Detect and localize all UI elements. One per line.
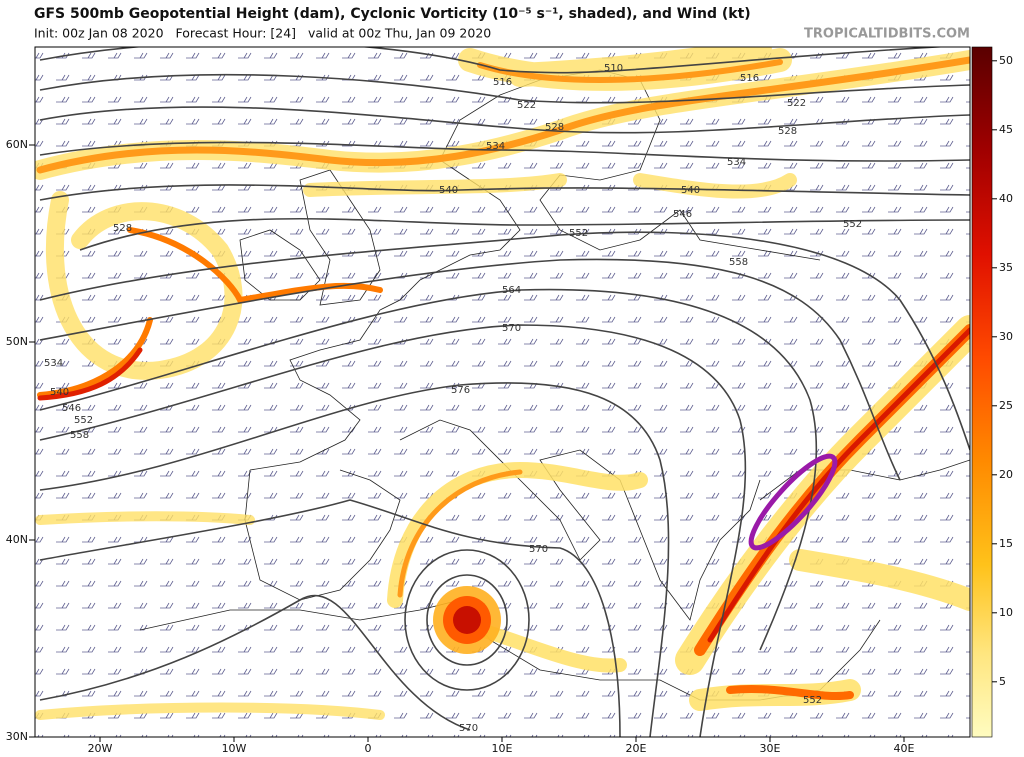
subtitle: Init: 00z Jan 08 2020 Forecast Hour: [24… bbox=[34, 26, 491, 41]
contour-label: 546 bbox=[673, 209, 692, 220]
lat-label: 30N bbox=[6, 730, 28, 743]
colorbar-tick-label: 25 bbox=[999, 399, 1013, 412]
colorbar-tick-label: 10 bbox=[999, 606, 1013, 619]
contour-label: 516 bbox=[740, 73, 759, 84]
colorbar bbox=[971, 46, 993, 738]
map-area: 510 516 516 522 522 528 528 534 534 540 … bbox=[35, 47, 970, 737]
contour-label: 552 bbox=[569, 228, 588, 239]
lon-label: 40E bbox=[894, 742, 915, 755]
contour-label: 534 bbox=[727, 157, 746, 168]
contour-label: 522 bbox=[787, 98, 806, 109]
contour-label: 534 bbox=[44, 358, 63, 369]
watermark: TROPICALTIDBITS.COM bbox=[804, 27, 970, 42]
lon-label: 20E bbox=[626, 742, 647, 755]
height-contours bbox=[39, 47, 970, 737]
wind-barbs bbox=[35, 47, 970, 737]
lon-label: 0 bbox=[365, 742, 372, 755]
colorbar-tick-label: 50 bbox=[999, 54, 1013, 67]
contour-label: 570 bbox=[529, 544, 548, 555]
lat-label: 40N bbox=[6, 533, 28, 546]
contour-label: 540 bbox=[50, 387, 69, 398]
lon-label: 10W bbox=[222, 742, 247, 755]
colorbar-tick-label: 15 bbox=[999, 537, 1013, 550]
contour-label: 570 bbox=[459, 723, 478, 734]
colorbar-tick-label: 45 bbox=[999, 123, 1013, 136]
lon-label: 20W bbox=[88, 742, 113, 755]
contour-label: 552 bbox=[74, 415, 93, 426]
lat-label: 60N bbox=[6, 138, 28, 151]
lon-label: 10E bbox=[492, 742, 513, 755]
contour-label: 546 bbox=[62, 403, 81, 414]
title: GFS 500mb Geopotential Height (dam), Cyc… bbox=[34, 6, 751, 22]
lat-label: 50N bbox=[6, 335, 28, 348]
contour-label: 534 bbox=[486, 141, 505, 152]
contour-label: 558 bbox=[70, 430, 89, 441]
colorbar-tick-label: 35 bbox=[999, 261, 1013, 274]
contour-label: 528 bbox=[113, 223, 132, 234]
contour-label: 528 bbox=[545, 122, 564, 133]
colorbar-tick-label: 5 bbox=[999, 675, 1006, 688]
contour-label: 510 bbox=[604, 63, 623, 74]
contour-label: 516 bbox=[493, 77, 512, 88]
contour-label: 552 bbox=[843, 219, 862, 230]
vorticity-shading bbox=[35, 47, 970, 720]
contour-label: 564 bbox=[502, 285, 521, 296]
colorbar-tick-label: 30 bbox=[999, 330, 1013, 343]
contour-label: 552 bbox=[803, 695, 822, 706]
contour-label: 522 bbox=[517, 100, 536, 111]
contour-label: 540 bbox=[681, 185, 700, 196]
contour-label: 570 bbox=[502, 323, 521, 334]
highlight-ellipse bbox=[748, 453, 838, 551]
colorbar-tick-label: 40 bbox=[999, 192, 1013, 205]
contour-label: 558 bbox=[729, 257, 748, 268]
contour-label: 528 bbox=[778, 126, 797, 137]
lon-label: 30E bbox=[760, 742, 781, 755]
colorbar-tick-label: 20 bbox=[999, 468, 1013, 481]
contour-label: 540 bbox=[439, 185, 458, 196]
contour-label: 576 bbox=[451, 385, 470, 396]
